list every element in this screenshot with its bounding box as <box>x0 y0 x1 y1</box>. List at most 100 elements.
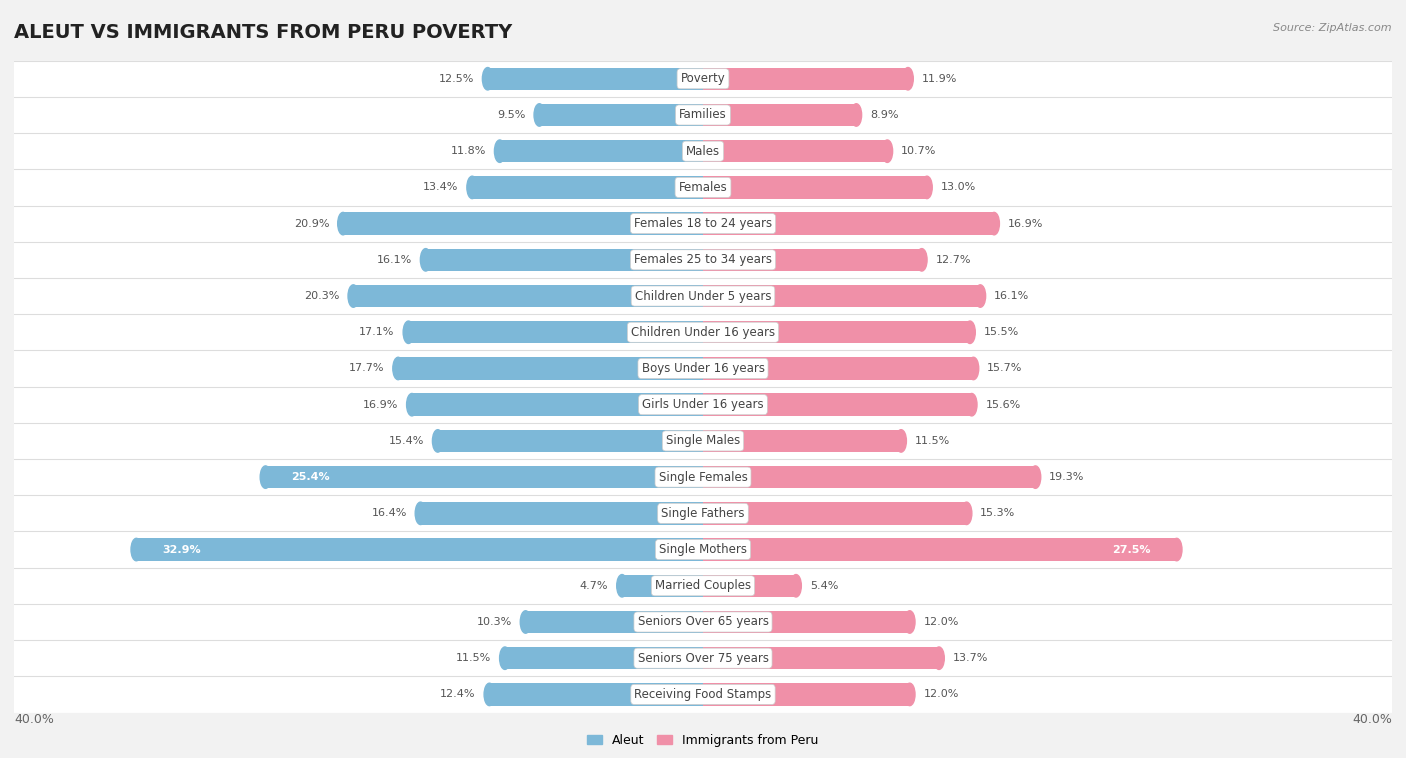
Circle shape <box>851 104 862 126</box>
Bar <box>703 357 973 380</box>
Bar <box>398 357 703 380</box>
Circle shape <box>934 647 945 669</box>
Text: 19.3%: 19.3% <box>1049 472 1084 482</box>
Text: 40.0%: 40.0% <box>14 713 53 725</box>
Text: 8.9%: 8.9% <box>870 110 898 120</box>
Bar <box>703 212 994 235</box>
Bar <box>703 647 939 669</box>
Bar <box>703 575 796 597</box>
Circle shape <box>433 430 443 452</box>
Circle shape <box>337 212 349 235</box>
Text: 20.3%: 20.3% <box>304 291 340 301</box>
Bar <box>409 321 703 343</box>
Bar <box>703 104 856 126</box>
Text: Single Males: Single Males <box>666 434 740 447</box>
Text: 11.9%: 11.9% <box>922 74 957 83</box>
Text: Children Under 5 years: Children Under 5 years <box>634 290 772 302</box>
Circle shape <box>921 176 932 199</box>
Text: 11.5%: 11.5% <box>915 436 950 446</box>
Legend: Aleut, Immigrants from Peru: Aleut, Immigrants from Peru <box>582 729 824 752</box>
Bar <box>14 604 1392 640</box>
Circle shape <box>988 212 1000 235</box>
Text: Females: Females <box>679 181 727 194</box>
Text: 15.5%: 15.5% <box>984 327 1019 337</box>
Bar <box>14 676 1392 713</box>
Text: Poverty: Poverty <box>681 72 725 85</box>
Bar <box>703 683 910 706</box>
Circle shape <box>415 502 426 525</box>
Text: 10.7%: 10.7% <box>901 146 936 156</box>
Text: Females 25 to 34 years: Females 25 to 34 years <box>634 253 772 266</box>
Text: Children Under 16 years: Children Under 16 years <box>631 326 775 339</box>
Text: Families: Families <box>679 108 727 121</box>
Text: 15.6%: 15.6% <box>986 399 1021 409</box>
Bar <box>472 176 703 199</box>
Bar <box>703 67 908 90</box>
Bar <box>14 495 1392 531</box>
Bar <box>703 466 1035 488</box>
Circle shape <box>260 466 271 488</box>
Bar <box>14 61 1392 97</box>
Circle shape <box>404 321 413 343</box>
Text: 9.5%: 9.5% <box>498 110 526 120</box>
Circle shape <box>482 67 494 90</box>
Circle shape <box>962 502 972 525</box>
Bar <box>488 67 703 90</box>
Text: Single Fathers: Single Fathers <box>661 507 745 520</box>
Bar <box>703 393 972 416</box>
Text: Source: ZipAtlas.com: Source: ZipAtlas.com <box>1274 23 1392 33</box>
Bar <box>437 430 703 452</box>
Text: 4.7%: 4.7% <box>579 581 609 590</box>
Bar <box>703 321 970 343</box>
Text: Seniors Over 65 years: Seniors Over 65 years <box>637 615 769 628</box>
Text: ALEUT VS IMMIGRANTS FROM PERU POVERTY: ALEUT VS IMMIGRANTS FROM PERU POVERTY <box>14 23 512 42</box>
Circle shape <box>917 249 927 271</box>
Bar <box>14 531 1392 568</box>
Circle shape <box>904 611 915 633</box>
Bar <box>353 285 703 307</box>
Bar <box>703 140 887 162</box>
Text: 16.1%: 16.1% <box>377 255 412 265</box>
Bar <box>14 314 1392 350</box>
Circle shape <box>484 683 495 706</box>
Text: Single Females: Single Females <box>658 471 748 484</box>
Circle shape <box>974 285 986 307</box>
Text: 15.7%: 15.7% <box>987 364 1022 374</box>
Text: 13.4%: 13.4% <box>423 183 458 193</box>
Text: 25.4%: 25.4% <box>291 472 330 482</box>
Circle shape <box>406 393 418 416</box>
Text: Girls Under 16 years: Girls Under 16 years <box>643 398 763 411</box>
Circle shape <box>966 393 977 416</box>
Text: Single Mothers: Single Mothers <box>659 543 747 556</box>
Circle shape <box>392 357 404 380</box>
Bar <box>14 350 1392 387</box>
Bar <box>14 387 1392 423</box>
Circle shape <box>904 683 915 706</box>
Bar <box>489 683 703 706</box>
Text: 12.0%: 12.0% <box>924 617 959 627</box>
Bar <box>540 104 703 126</box>
Text: 13.0%: 13.0% <box>941 183 976 193</box>
Text: 17.1%: 17.1% <box>360 327 395 337</box>
Text: 12.4%: 12.4% <box>440 690 475 700</box>
Text: 13.7%: 13.7% <box>953 653 988 663</box>
Bar <box>703 285 980 307</box>
Circle shape <box>420 249 432 271</box>
Circle shape <box>1031 466 1040 488</box>
Bar <box>343 212 703 235</box>
Text: 16.4%: 16.4% <box>371 509 406 518</box>
Bar <box>14 278 1392 314</box>
Bar <box>14 423 1392 459</box>
Bar <box>14 242 1392 278</box>
Circle shape <box>965 321 976 343</box>
Circle shape <box>534 104 544 126</box>
Text: 11.5%: 11.5% <box>456 653 491 663</box>
Circle shape <box>131 538 142 561</box>
Text: 27.5%: 27.5% <box>1112 544 1152 555</box>
Text: 15.3%: 15.3% <box>980 509 1015 518</box>
Text: 20.9%: 20.9% <box>294 218 329 229</box>
Text: 17.7%: 17.7% <box>349 364 384 374</box>
Bar <box>14 568 1392 604</box>
Circle shape <box>495 140 505 162</box>
Text: Boys Under 16 years: Boys Under 16 years <box>641 362 765 375</box>
